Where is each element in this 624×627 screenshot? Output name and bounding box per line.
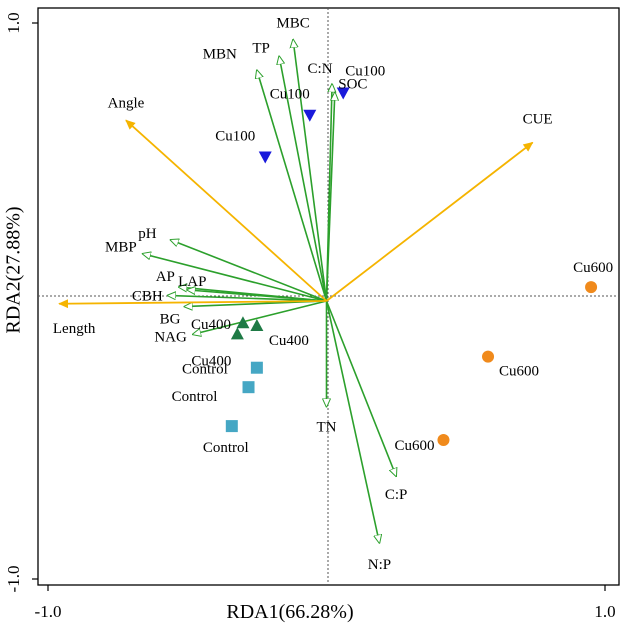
y-tick-label-min: -1.0 <box>4 566 23 593</box>
response-arrow-n-p <box>325 300 380 543</box>
response-label-cbh: CBH <box>132 288 163 304</box>
cu400-point-label: Cu400 <box>191 353 231 369</box>
cu100-point <box>303 109 317 122</box>
response-label-c-n: C:N <box>308 61 333 77</box>
cu600-point <box>585 281 598 294</box>
response-label-bg: BG <box>160 312 181 328</box>
response-label-n-p: N:P <box>368 557 391 573</box>
cu100-point <box>336 87 350 100</box>
cu600-point <box>482 350 495 363</box>
response-arrow-mbp <box>143 254 327 302</box>
response-label-soc: SOC <box>338 77 367 93</box>
control-point-label: Control <box>172 389 218 405</box>
env-label-length: Length <box>53 321 96 337</box>
response-arrow-soc <box>325 93 335 302</box>
env-arrow-length <box>58 299 327 309</box>
response-label-nag: NAG <box>154 329 187 345</box>
response-arrow-cbh <box>168 295 327 302</box>
response-label-c-p: C:P <box>385 487 408 503</box>
cu400-point-label: Cu400 <box>269 333 309 349</box>
response-label-mbp: MBP <box>105 240 137 256</box>
response-label-mbc: MBC <box>276 16 309 32</box>
response-vectors <box>143 40 396 543</box>
response-arrow-nag <box>193 300 327 334</box>
cu100-point-label: Cu100 <box>345 64 385 80</box>
control-point <box>225 420 238 433</box>
cu400-point <box>230 327 244 340</box>
x-axis-title: RDA1(66.28%) <box>226 601 353 623</box>
x-tick-label-min: -1.0 <box>35 602 62 621</box>
env-label-cue: CUE <box>523 112 553 128</box>
response-arrow-mbc <box>293 40 328 302</box>
tick-marks <box>32 22 606 591</box>
y-axis-title: RDA2(27.88%) <box>3 206 25 333</box>
response-arrow-tp <box>279 56 328 302</box>
response-arrow-c-p <box>325 300 397 476</box>
response-arrow-lap <box>187 290 327 302</box>
cu600-point-label: Cu600 <box>499 364 539 380</box>
cu600-point-label: Cu600 <box>573 260 613 276</box>
response-label-ph: pH <box>138 226 157 242</box>
response-label-ap: AP <box>156 269 175 285</box>
cu100-point-label: Cu100 <box>215 128 255 144</box>
response-label-tp: TP <box>252 40 270 56</box>
y-tick-label-max: 1.0 <box>4 12 23 33</box>
response-arrow-ph <box>171 240 327 302</box>
response-label-mbn: MBN <box>203 46 237 62</box>
sample-points <box>225 87 598 446</box>
cu400-point <box>250 319 264 332</box>
cu400-point-label: Cu400 <box>191 317 231 333</box>
response-arrow-mbn <box>257 70 328 302</box>
control-point-label: Control <box>182 362 228 378</box>
env-arrow-angle <box>125 119 328 302</box>
x-tick-label-max: 1.0 <box>594 602 615 621</box>
env-label-angle: Angle <box>108 95 145 111</box>
response-label-lap: LAP <box>178 274 206 290</box>
control-point <box>242 381 255 394</box>
cu100-point <box>258 151 272 164</box>
response-label-tn: TN <box>317 420 337 436</box>
cu100-point-label: Cu100 <box>270 87 310 103</box>
cu400-point <box>236 316 250 329</box>
control-point <box>250 361 263 374</box>
environment-vectors <box>58 119 534 309</box>
cu600-point-label: Cu600 <box>394 438 434 454</box>
cu600-point <box>437 434 450 446</box>
env-arrow-cue <box>325 141 534 302</box>
control-point-label: Control <box>203 440 249 456</box>
